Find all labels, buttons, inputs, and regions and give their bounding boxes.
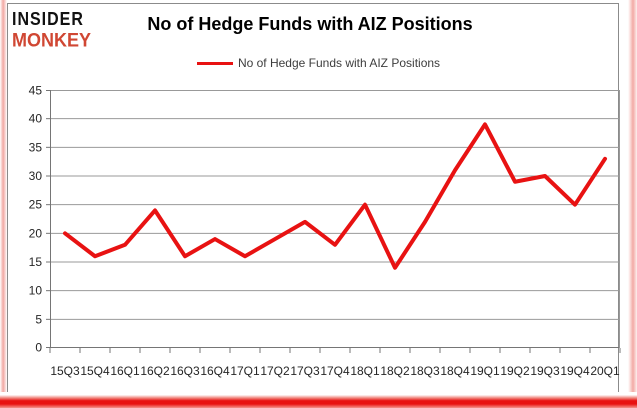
- y-tick-label-10: 10: [29, 284, 43, 298]
- x-tick-label-15Q4: 15Q4: [80, 364, 110, 378]
- x-tick-label-16Q4: 16Q4: [200, 364, 230, 378]
- y-tick-label-20: 20: [29, 226, 43, 240]
- y-tick-label-40: 40: [29, 112, 43, 126]
- x-tick-label-18Q4: 18Q4: [440, 364, 470, 378]
- x-tick-label-19Q2: 19Q2: [500, 364, 530, 378]
- chart-title: No of Hedge Funds with AIZ Positions: [147, 14, 473, 34]
- insider-monkey-logo: INSIDER MONKEY: [12, 9, 92, 51]
- x-tick-label-19Q1: 19Q1: [470, 364, 500, 378]
- x-tick-label-18Q3: 18Q3: [410, 364, 440, 378]
- y-tick-label-35: 35: [29, 140, 43, 154]
- x-tick-label-16Q1: 16Q1: [110, 364, 140, 378]
- y-tick-label-5: 5: [35, 312, 42, 326]
- x-tick-label-16Q3: 16Q3: [170, 364, 200, 378]
- chart-frame: [7, 3, 619, 393]
- logo-text-insider: INSIDER: [12, 9, 84, 30]
- x-tick-label-15Q3: 15Q3: [50, 364, 80, 378]
- y-tick-label-15: 15: [29, 255, 43, 269]
- line-chart: 0 5 10 15 20 25 30 35 40 45 15Q3 15Q4 16Q1 16Q2 16Q3 16…: [29, 84, 621, 378]
- x-tick-label-19Q3: 19Q3: [530, 364, 560, 378]
- chart-legend: No of Hedge Funds with AIZ Positions: [0, 56, 637, 70]
- x-tick-label-18Q1: 18Q1: [350, 364, 380, 378]
- x-tick-label-17Q2: 17Q2: [260, 364, 290, 378]
- x-tick-label-18Q2: 18Q2: [380, 364, 410, 378]
- x-tick-label-19Q4: 19Q4: [560, 364, 590, 378]
- series-line-hedge-funds: [63, 122, 607, 270]
- x-tick-label-17Q3: 17Q3: [290, 364, 320, 378]
- y-tick-label-0: 0: [35, 341, 42, 355]
- x-tick-label-20Q1: 20Q1: [590, 364, 620, 378]
- x-tick-label-17Q1: 17Q1: [230, 364, 260, 378]
- x-tick-label-16Q2: 16Q2: [140, 364, 170, 378]
- y-tick-label-25: 25: [29, 198, 43, 212]
- y-tick-label-45: 45: [29, 84, 43, 98]
- legend-label: No of Hedge Funds with AIZ Positions: [237, 56, 441, 70]
- x-tick-label-17Q4: 17Q4: [320, 364, 350, 378]
- y-tick-label-30: 30: [29, 169, 43, 183]
- page-border-bottom: [0, 392, 637, 408]
- legend-line-swatch: [196, 61, 233, 65]
- logo-text-monkey: MONKEY: [12, 28, 92, 51]
